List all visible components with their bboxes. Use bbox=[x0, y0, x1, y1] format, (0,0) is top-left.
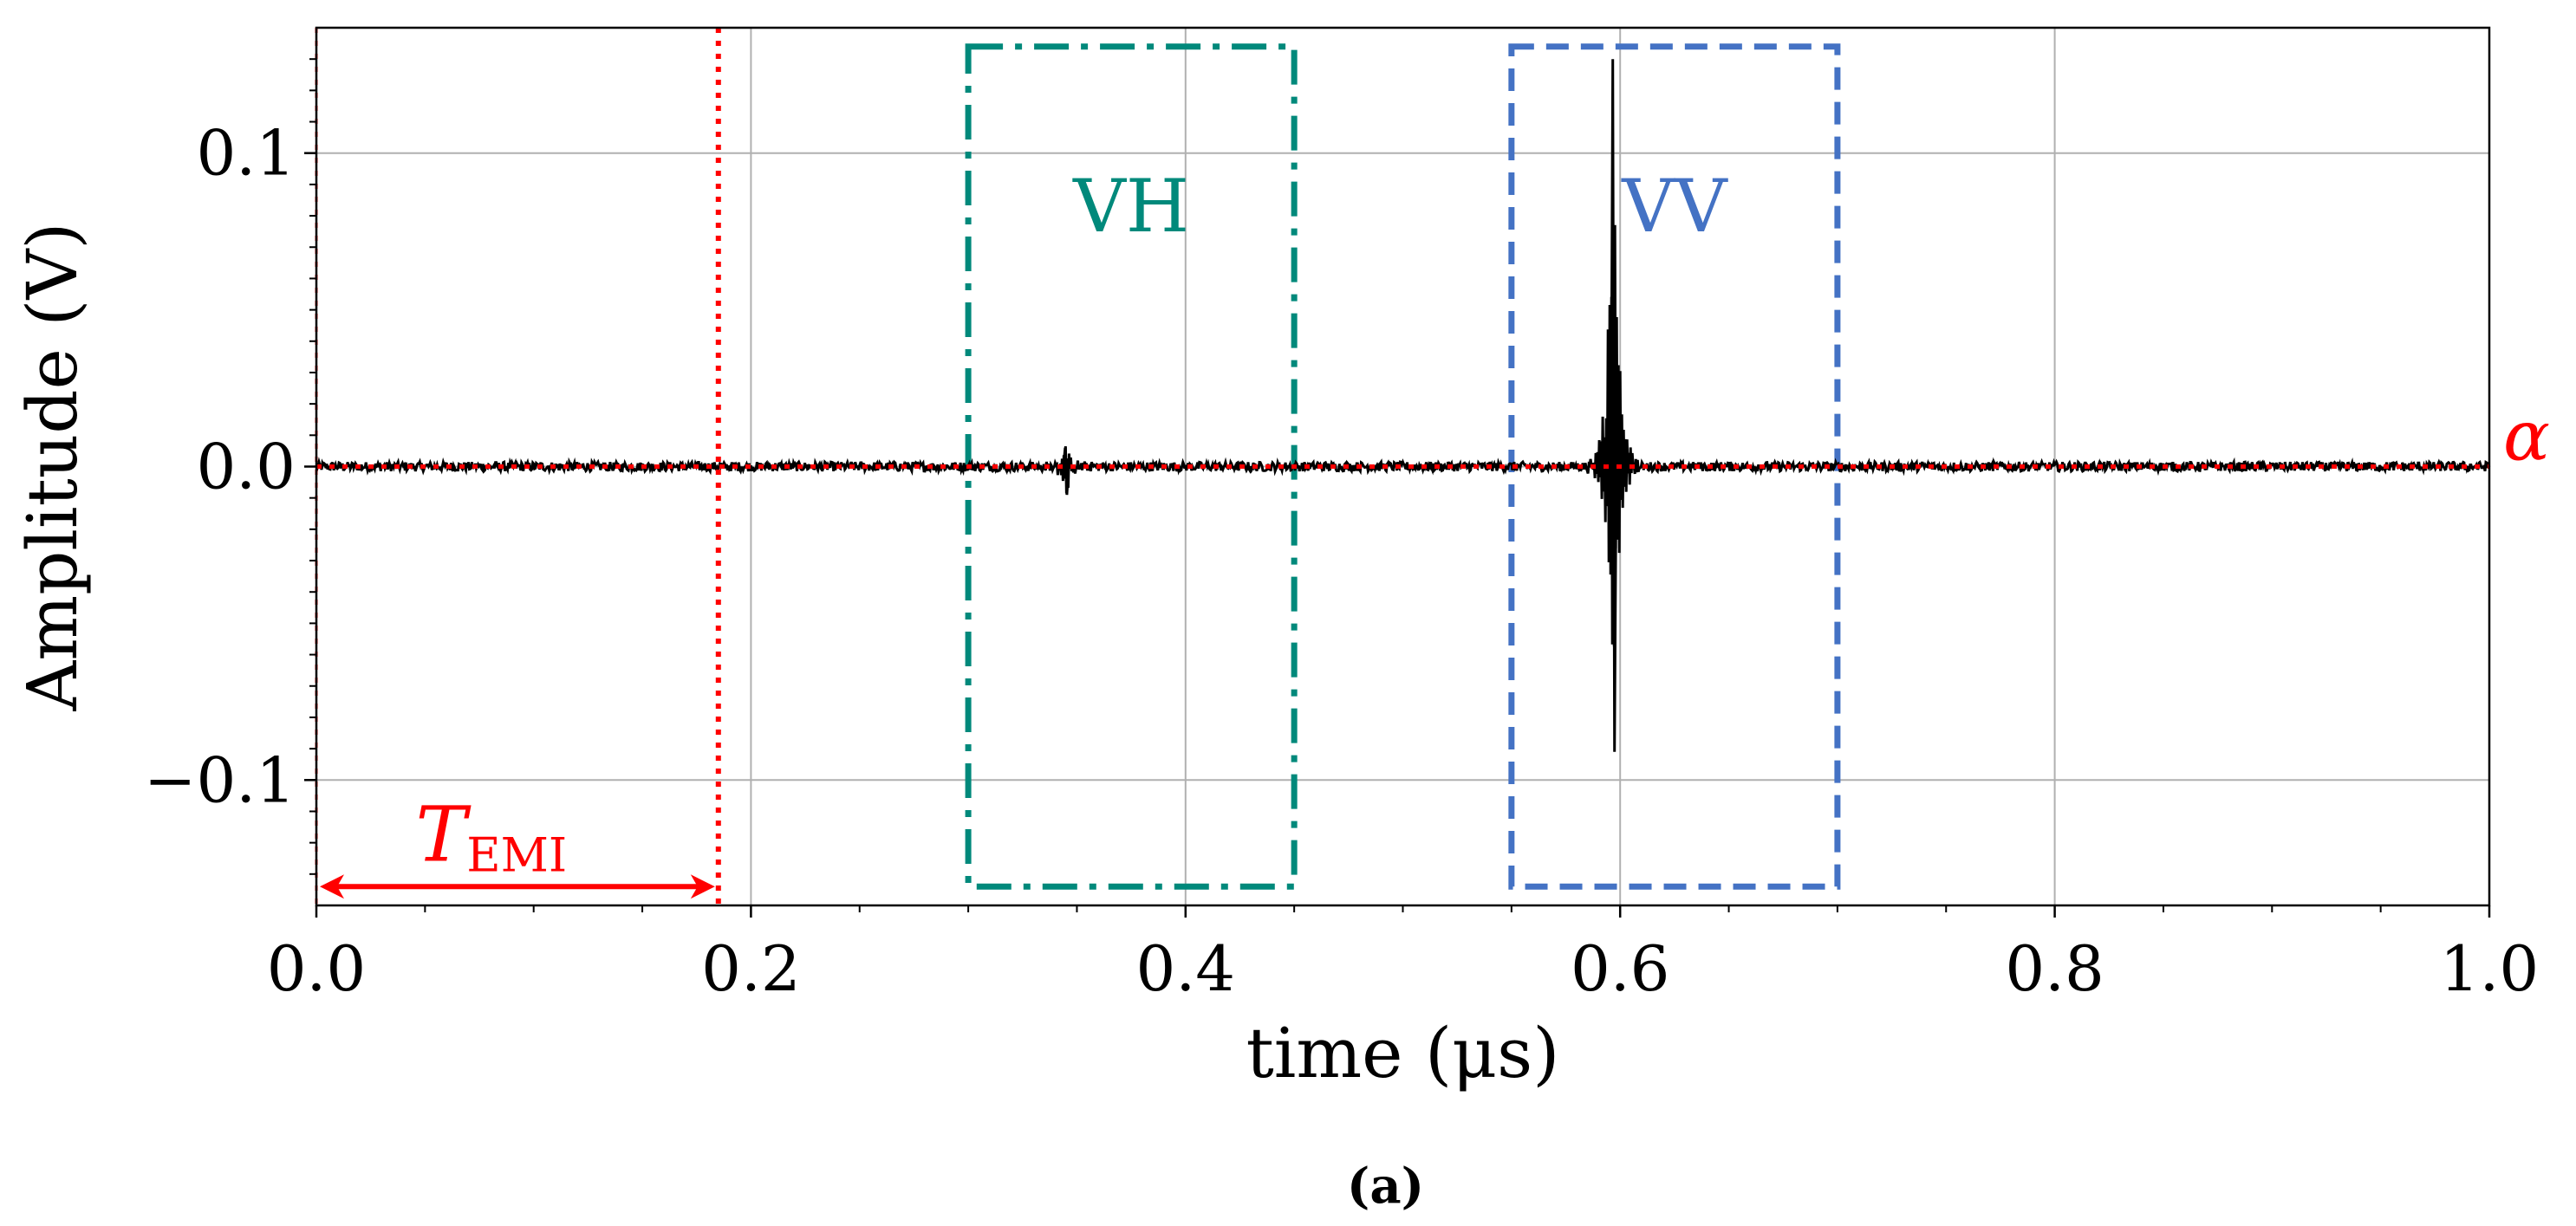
span-arrowhead-left bbox=[320, 874, 344, 899]
x-tick-label: 1.0 bbox=[2440, 932, 2540, 1005]
x-tick-label: 0.8 bbox=[2005, 932, 2104, 1005]
signal-line bbox=[315, 59, 2491, 752]
x-tick-label: 0.6 bbox=[1571, 932, 1670, 1005]
threshold-label: α bbox=[2503, 396, 2550, 477]
window-vh-label: VH bbox=[1072, 164, 1189, 249]
emi-span-annotation: TEMI bbox=[320, 789, 715, 899]
y-tick-label: 0.1 bbox=[196, 117, 296, 190]
x-tick-label: 0.2 bbox=[701, 932, 801, 1005]
y-tick-label: 0.0 bbox=[196, 431, 296, 503]
figure-caption: (a) bbox=[1347, 1158, 1424, 1215]
y-tick-label: −0.1 bbox=[144, 743, 296, 816]
x-tick-label: 0.0 bbox=[267, 932, 367, 1005]
window-vv-label: VV bbox=[1621, 164, 1728, 249]
threshold-group: α bbox=[316, 396, 2550, 477]
x-tick-label: 0.4 bbox=[1136, 932, 1236, 1005]
x-axis-label: time (μs) bbox=[1246, 1013, 1560, 1093]
axis-ticks: 0.0 0.2 0.4 0.6 0.8 1.0 −0.1 0.0 0.1 bbox=[144, 58, 2540, 1005]
span-arrowhead-right bbox=[690, 874, 715, 899]
y-axis-label: Amplitude (V) bbox=[12, 223, 93, 712]
signal-series bbox=[315, 59, 2491, 752]
span-label: TEMI bbox=[416, 789, 568, 882]
